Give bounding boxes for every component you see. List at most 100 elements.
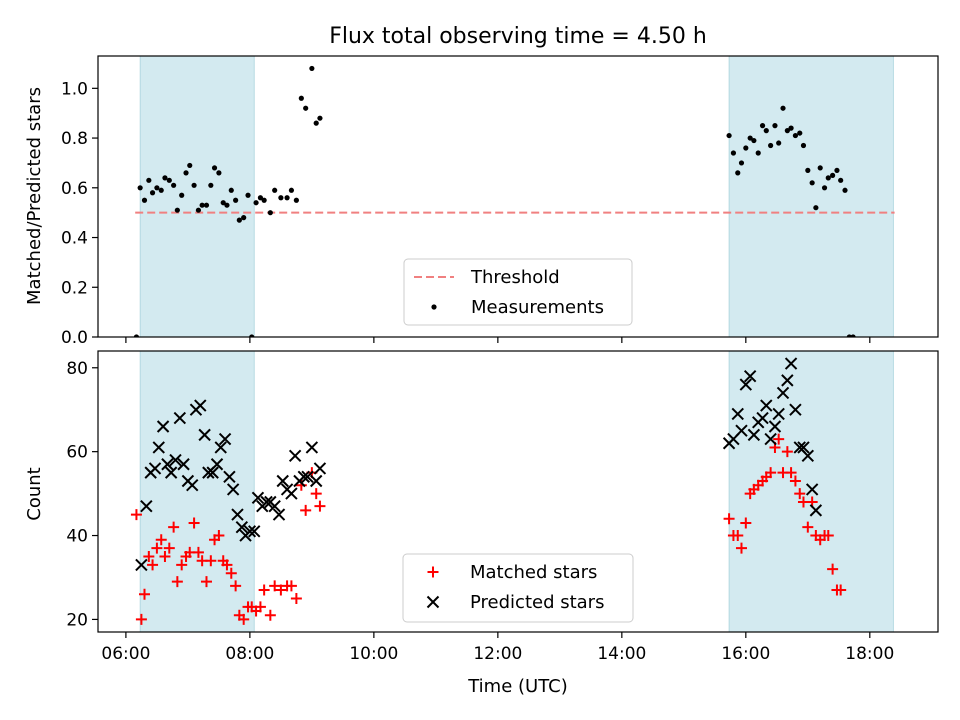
- predicted-stars-point: [243, 525, 257, 538]
- matched-stars-point: [765, 467, 777, 479]
- measurement-point: [199, 202, 205, 208]
- legend-matched-swatch: [427, 566, 439, 578]
- matched-stars-point: [740, 517, 752, 529]
- measurement-point: [141, 197, 148, 203]
- matched-stars-point: [200, 576, 212, 588]
- predicted-stars-point: [248, 525, 261, 538]
- matched-stars-point: [176, 559, 188, 571]
- predicted-stars-point: [206, 466, 219, 479]
- predicted-stars-point: [781, 374, 794, 387]
- predicted-stars-point: [739, 378, 753, 391]
- predicted-stars-point: [260, 495, 273, 509]
- legend-predicted-swatch: [426, 595, 440, 609]
- predicted-stars-point: [735, 424, 748, 437]
- matched-stars-point: [269, 580, 281, 592]
- measurement-point: [284, 195, 290, 201]
- matched-stars-point: [143, 551, 155, 563]
- predicted-stars-point: [731, 407, 744, 421]
- predicted-stars-point: [743, 369, 757, 383]
- bottom-y-axis-label: Count: [24, 467, 45, 520]
- predicted-stars-point: [784, 357, 798, 370]
- matched-stars-point: [802, 521, 814, 533]
- matched-stars-point: [159, 551, 171, 563]
- measurement-point: [249, 334, 255, 337]
- legend-measurements-label: Measurements: [471, 297, 604, 318]
- measurement-point: [203, 202, 210, 208]
- measurement-point: [278, 195, 284, 201]
- predicted-stars-point: [235, 520, 249, 534]
- matched-stars-point: [264, 609, 276, 621]
- matched-stars-point: [238, 613, 250, 625]
- measurement-point: [220, 200, 226, 206]
- measurement-point: [253, 200, 259, 206]
- predicted-stars-point: [301, 470, 314, 484]
- measurement-point: [179, 192, 185, 198]
- matched-stars-point: [188, 517, 200, 529]
- measurement-point: [257, 195, 264, 201]
- measurement-point: [267, 210, 273, 216]
- measurement-point: [776, 140, 782, 146]
- measurement-point: [780, 105, 786, 111]
- predicted-stars-point: [768, 420, 782, 433]
- x-axis-label: Time (UTC): [467, 676, 568, 697]
- predicted-stars-point: [809, 504, 823, 517]
- measurement-point: [797, 130, 803, 136]
- predicted-stars-point: [218, 432, 232, 446]
- x-tick-label: 18:00: [845, 644, 894, 664]
- legend-matched-label: Matched stars: [470, 562, 597, 583]
- matched-stars-point: [732, 530, 744, 542]
- measurement-point: [759, 123, 766, 129]
- matched-stars-point: [168, 521, 180, 533]
- matched-stars-point: [151, 542, 163, 554]
- matched-stars-point: [258, 584, 270, 596]
- measurement-point: [309, 65, 315, 72]
- observing-window-shade: [728, 56, 894, 337]
- measurement-point: [154, 185, 160, 191]
- legend: Matched stars Predicted stars: [402, 553, 634, 623]
- predicted-stars-point: [161, 458, 174, 471]
- predicted-stars-point: [140, 499, 153, 513]
- measurement-point: [216, 170, 222, 176]
- measurement-point: [817, 165, 823, 171]
- predicted-stars-point: [226, 483, 240, 496]
- y-tick-label: 1.0: [61, 79, 88, 99]
- measurement-point: [743, 145, 749, 151]
- predicted-stars-point: [747, 428, 761, 442]
- plot-area: [130, 351, 894, 632]
- predicted-stars-point: [231, 508, 244, 521]
- matched-stars-point: [130, 509, 142, 521]
- measurement-point: [813, 205, 819, 211]
- measurement-point: [298, 95, 304, 101]
- measurement-point: [821, 185, 828, 191]
- measurement-point: [174, 207, 180, 213]
- measurement-point: [788, 125, 794, 131]
- measurement-point: [236, 217, 242, 223]
- predicted-stars-point: [156, 420, 170, 433]
- predicted-stars-point: [789, 403, 802, 416]
- matched-stars-point: [789, 475, 801, 487]
- measurement-point: [211, 165, 218, 171]
- predicted-stars-point: [186, 479, 199, 492]
- x-tick-label: 06:00: [101, 644, 150, 664]
- chart-title: Flux total observing time = 4.50 h: [329, 24, 707, 49]
- predicted-stars-point: [198, 428, 211, 442]
- measurement-point: [272, 187, 278, 193]
- matched-stars-point: [230, 580, 242, 592]
- predicted-stars-point: [310, 474, 323, 488]
- predicted-stars-point: [194, 399, 207, 412]
- y-tick-label: 40: [66, 527, 88, 547]
- x-tick-label: 10:00: [349, 644, 398, 664]
- matched-stars-point: [314, 500, 326, 512]
- measurement-point: [747, 135, 753, 141]
- legend-box: [402, 553, 634, 623]
- matched-stars-point: [781, 446, 793, 458]
- measurement-point: [228, 187, 234, 193]
- matched-stars-point: [225, 567, 237, 579]
- measurement-point: [805, 167, 811, 173]
- top-ratio-panel: 0.0 0.2 0.4 0.6 0.8 1.0 Threshold Measurements: [61, 55, 939, 348]
- measurement-point: [838, 177, 844, 183]
- matched-stars-point: [205, 555, 217, 567]
- measurement-point: [735, 170, 741, 176]
- legend-threshold-label: Threshold: [470, 267, 560, 288]
